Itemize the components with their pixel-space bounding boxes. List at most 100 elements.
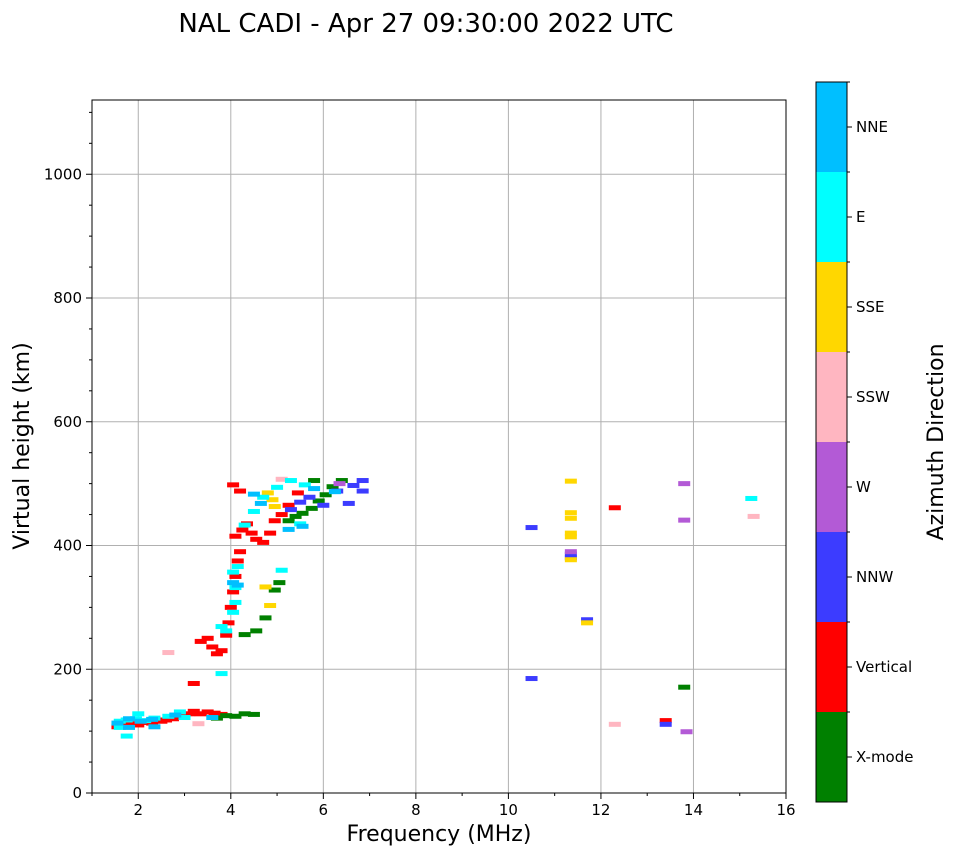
data-point bbox=[187, 708, 200, 714]
plot-frame bbox=[91, 99, 787, 794]
y-tick-label: 800 bbox=[53, 289, 82, 307]
x-tick-label: 4 bbox=[226, 801, 236, 819]
data-point bbox=[194, 711, 207, 717]
x-axis-label: Frequency (MHz) bbox=[347, 822, 532, 847]
colorbar-segment bbox=[816, 442, 847, 532]
data-point bbox=[294, 499, 307, 505]
colorbar-label: SSE bbox=[856, 298, 885, 316]
data-point bbox=[250, 536, 263, 542]
y-tick-label: 600 bbox=[53, 413, 82, 431]
colorbar-segment bbox=[816, 352, 847, 442]
data-point bbox=[201, 635, 214, 641]
data-point bbox=[678, 684, 691, 690]
data-point bbox=[312, 498, 325, 504]
data-point bbox=[123, 724, 136, 730]
x-tick-label: 8 bbox=[411, 801, 421, 819]
data-point bbox=[268, 504, 281, 510]
data-point bbox=[231, 558, 244, 564]
data-point bbox=[264, 603, 277, 609]
colorbar-segment bbox=[816, 712, 847, 802]
data-point bbox=[564, 515, 577, 521]
data-point bbox=[215, 624, 228, 630]
data-point bbox=[215, 648, 228, 654]
data-point bbox=[319, 492, 332, 498]
data-point bbox=[247, 711, 260, 717]
data-point bbox=[113, 724, 126, 730]
data-point bbox=[268, 518, 281, 524]
data-point bbox=[215, 671, 228, 677]
data-point bbox=[178, 715, 191, 721]
data-point bbox=[356, 488, 369, 494]
series-e bbox=[113, 478, 758, 739]
data-point bbox=[227, 482, 240, 488]
data-point bbox=[134, 718, 147, 724]
data-point bbox=[123, 716, 136, 722]
data-point bbox=[680, 729, 693, 735]
colorbar-segment bbox=[816, 172, 847, 262]
data-point bbox=[222, 620, 235, 626]
data-point bbox=[282, 502, 295, 508]
data-point bbox=[125, 721, 138, 727]
x-tick-label: 2 bbox=[133, 801, 143, 819]
data-point bbox=[317, 502, 330, 508]
data-point bbox=[275, 567, 288, 573]
colorbar-label: SSW bbox=[856, 388, 890, 406]
data-point bbox=[201, 709, 214, 715]
data-point bbox=[261, 490, 274, 496]
y-tick-label: 400 bbox=[53, 537, 82, 555]
data-point bbox=[229, 573, 242, 579]
chart-title: NAL CADI - Apr 27 09:30:00 2022 UTC bbox=[178, 9, 673, 39]
data-point bbox=[208, 710, 221, 716]
data-point bbox=[234, 549, 247, 555]
data-point bbox=[564, 478, 577, 484]
x-tick-label: 16 bbox=[776, 801, 795, 819]
colorbar-label: E bbox=[856, 208, 865, 226]
series-w bbox=[333, 481, 693, 735]
data-point bbox=[564, 510, 577, 516]
data-point bbox=[162, 713, 175, 719]
y-tick-label: 0 bbox=[72, 784, 82, 802]
data-point bbox=[206, 644, 219, 650]
series-nnw bbox=[284, 478, 672, 727]
data-point bbox=[254, 500, 267, 506]
data-point bbox=[291, 490, 304, 496]
data-point bbox=[282, 526, 295, 532]
y-axis-ticks: 0 200 400 600 800 1000 bbox=[44, 111, 92, 802]
data-point bbox=[206, 715, 219, 721]
data-point bbox=[229, 533, 242, 539]
data-point bbox=[284, 478, 297, 484]
data-point bbox=[187, 680, 200, 686]
data-point bbox=[162, 650, 175, 656]
data-point bbox=[111, 720, 124, 726]
data-point bbox=[132, 722, 145, 728]
y-tick-label: 200 bbox=[53, 660, 82, 678]
colorbar-label: W bbox=[856, 478, 871, 496]
data-point bbox=[333, 481, 346, 487]
colorbar-title: Azimuth Direction bbox=[924, 343, 949, 540]
data-point bbox=[238, 522, 251, 528]
data-point bbox=[259, 615, 272, 621]
series-sse bbox=[259, 478, 594, 626]
data-point bbox=[259, 584, 272, 590]
data-point bbox=[238, 632, 251, 638]
data-point bbox=[608, 721, 621, 727]
data-point bbox=[275, 476, 288, 482]
data-point bbox=[227, 569, 240, 575]
data-point bbox=[745, 495, 758, 501]
data-point bbox=[298, 482, 311, 488]
colorbar-label: NNW bbox=[856, 568, 893, 586]
colorbar-frame bbox=[815, 81, 848, 803]
data-point bbox=[146, 716, 159, 722]
data-point bbox=[305, 505, 318, 511]
y-tick-label: 1000 bbox=[44, 165, 82, 183]
data-point bbox=[257, 539, 270, 545]
x-tick-label: 14 bbox=[684, 801, 703, 819]
data-point bbox=[678, 481, 691, 487]
x-tick-label: 12 bbox=[591, 801, 610, 819]
data-point bbox=[296, 510, 309, 516]
data-point bbox=[229, 713, 242, 719]
series-x-mode bbox=[210, 478, 691, 721]
data-point bbox=[282, 518, 295, 524]
data-point bbox=[250, 628, 263, 634]
data-point bbox=[194, 638, 207, 644]
